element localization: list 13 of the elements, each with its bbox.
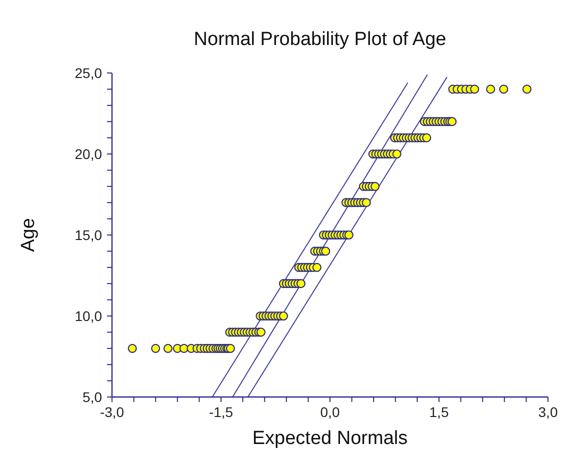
y-tick-label: 20,0 xyxy=(74,146,102,162)
x-axis-title: Expected Normals xyxy=(252,428,408,449)
x-tick-label: 1,5 xyxy=(429,404,449,420)
x-tick-label: -3,0 xyxy=(100,404,124,420)
y-tick-label: 25,0 xyxy=(74,65,102,81)
x-tick-label: -1,5 xyxy=(208,404,234,420)
y-tick-label: 15,0 xyxy=(74,227,102,243)
x-tick-label: 3,0 xyxy=(538,404,558,420)
y-axis-title: Age xyxy=(18,218,39,252)
chart-title: Normal Probability Plot of Age xyxy=(194,29,446,50)
y-tick-label: 10,0 xyxy=(74,308,102,324)
x-tick-label: 0,0 xyxy=(320,404,340,420)
y-tick-label: 5,0 xyxy=(82,389,102,405)
